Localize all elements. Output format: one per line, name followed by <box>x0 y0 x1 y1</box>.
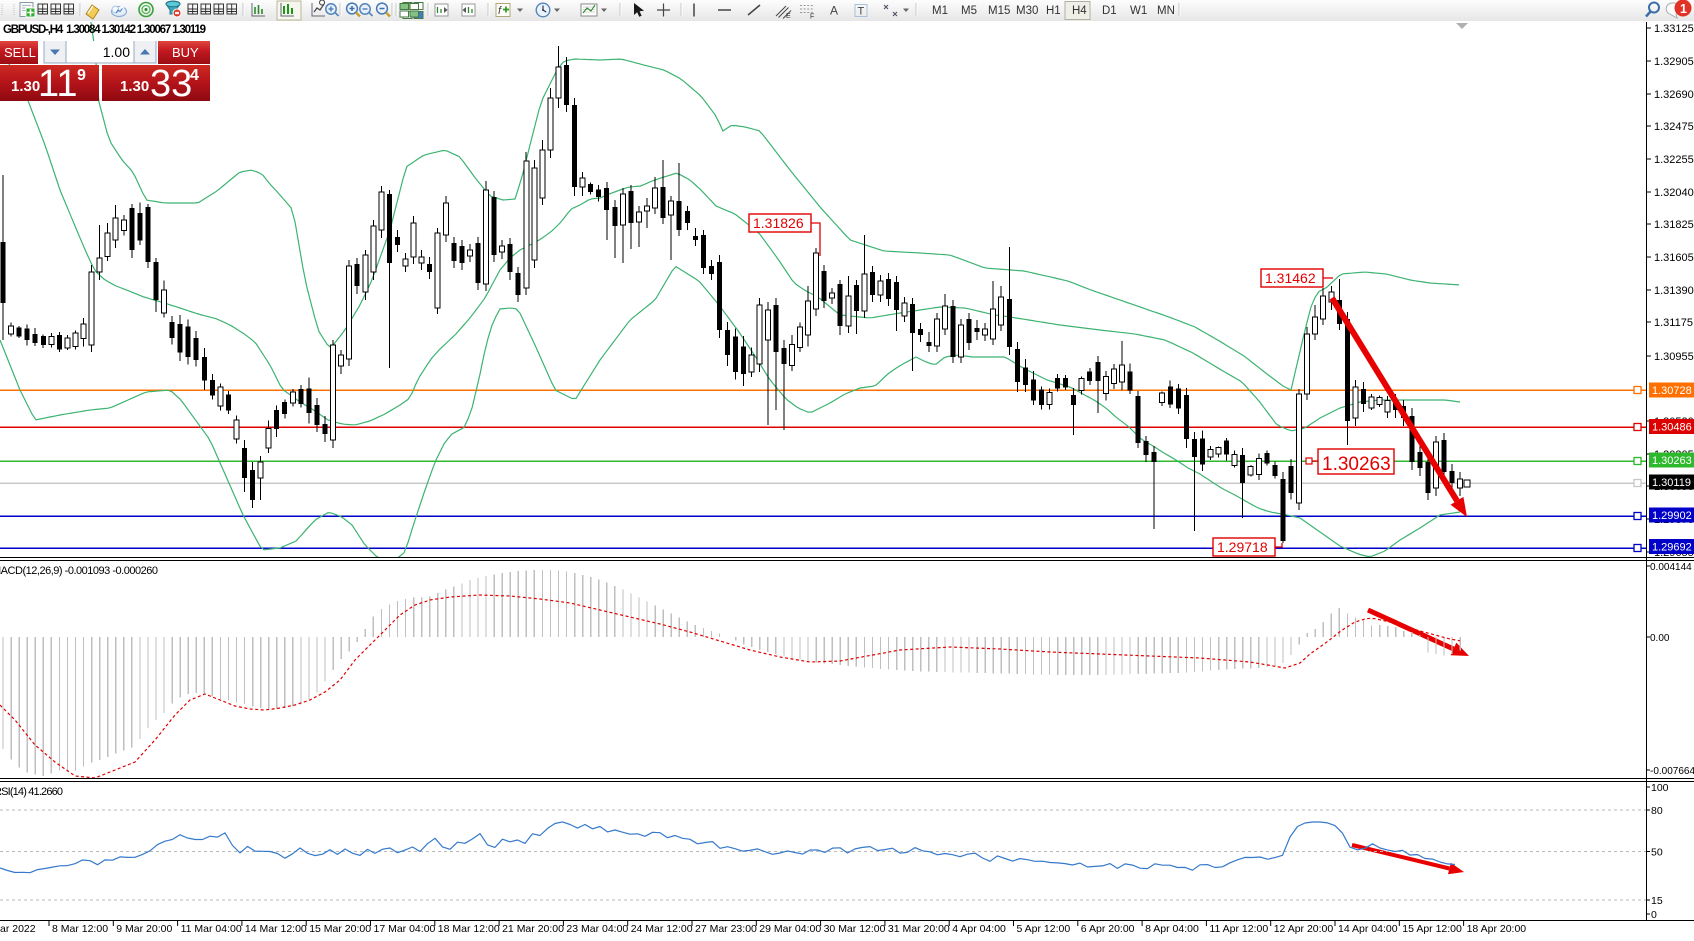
svg-text:-0.007664: -0.007664 <box>1650 766 1694 777</box>
svg-text:ar 2022: ar 2022 <box>0 923 36 935</box>
svg-text:14 Apr 04:00: 14 Apr 04:00 <box>1338 923 1398 935</box>
svg-text:M5: M5 <box>961 5 977 17</box>
svg-text:H4: H4 <box>1072 5 1087 17</box>
svg-text:4 Apr 04:00: 4 Apr 04:00 <box>952 923 1006 935</box>
svg-text:8 Apr 04:00: 8 Apr 04:00 <box>1145 923 1199 935</box>
svg-text:RSI(14) 41.2660: RSI(14) 41.2660 <box>0 786 63 798</box>
svg-text:31 Mar 20:00: 31 Mar 20:00 <box>888 923 950 935</box>
svg-text:1.32255: 1.32255 <box>1654 154 1694 166</box>
svg-text:H1: H1 <box>1046 5 1061 17</box>
svg-text:1.32475: 1.32475 <box>1654 121 1694 133</box>
svg-text:1.30728: 1.30728 <box>1652 385 1692 397</box>
svg-text:1.30486: 1.30486 <box>1652 422 1692 434</box>
svg-text:17 Mar 04:00: 17 Mar 04:00 <box>374 923 436 935</box>
svg-text:11 Apr 12:00: 11 Apr 12:00 <box>1209 923 1268 935</box>
svg-text:1.32690: 1.32690 <box>1654 89 1694 101</box>
svg-text:5 Apr 12:00: 5 Apr 12:00 <box>1017 923 1071 935</box>
svg-text:1.31826: 1.31826 <box>753 215 804 231</box>
svg-text:1.31462: 1.31462 <box>1265 270 1316 286</box>
svg-text:6 Apr 20:00: 6 Apr 20:00 <box>1081 923 1135 935</box>
svg-text:11 Mar 04:00: 11 Mar 04:00 <box>181 923 242 935</box>
svg-text:1.29718: 1.29718 <box>1217 539 1268 555</box>
svg-text:MACD(12,26,9) -0.001093 -0.000: MACD(12,26,9) -0.001093 -0.000260 <box>0 565 158 577</box>
svg-text:100: 100 <box>1651 782 1669 794</box>
svg-text:0: 0 <box>1651 909 1657 921</box>
svg-text:M1: M1 <box>932 5 948 17</box>
svg-text:80: 80 <box>1651 805 1663 817</box>
svg-text:1.30263: 1.30263 <box>1652 455 1692 467</box>
svg-text:0.00: 0.00 <box>1650 633 1670 644</box>
svg-text:24 Mar 12:00: 24 Mar 12:00 <box>631 923 693 935</box>
svg-text:50: 50 <box>1651 847 1663 859</box>
svg-text:GBPUSD-,H4 1.30084 1.30142 1.: GBPUSD-,H4 1.30084 1.30142 1.30067 1.301… <box>3 24 206 36</box>
svg-text:SELL: SELL <box>4 45 36 60</box>
svg-text:9: 9 <box>77 67 86 84</box>
svg-text:21 Mar 20:00: 21 Mar 20:00 <box>502 923 564 935</box>
svg-text:30 Mar 12:00: 30 Mar 12:00 <box>824 923 886 935</box>
svg-text:1.31825: 1.31825 <box>1654 219 1694 231</box>
svg-text:M15: M15 <box>988 5 1010 17</box>
svg-text:f: f <box>498 5 502 17</box>
svg-text:14 Mar 12:00: 14 Mar 12:00 <box>245 923 307 935</box>
svg-text:1.33125: 1.33125 <box>1654 23 1694 35</box>
svg-text:W1: W1 <box>1130 5 1147 17</box>
svg-text:4: 4 <box>190 67 199 84</box>
svg-text:1.30: 1.30 <box>11 78 40 95</box>
svg-text:0.004144: 0.004144 <box>1650 562 1692 573</box>
svg-text:15: 15 <box>1651 895 1663 907</box>
svg-text:1.31390: 1.31390 <box>1654 285 1694 297</box>
svg-text:1.30119: 1.30119 <box>1652 477 1691 489</box>
svg-text:11: 11 <box>38 63 77 101</box>
svg-text:BUY: BUY <box>172 45 199 60</box>
svg-text:E: E <box>786 13 791 20</box>
svg-text:M30: M30 <box>1016 5 1038 17</box>
svg-text:23 Mar 04:00: 23 Mar 04:00 <box>566 923 628 935</box>
svg-text:1.29692: 1.29692 <box>1652 542 1692 554</box>
svg-text:1.31605: 1.31605 <box>1654 252 1694 264</box>
svg-text:1.30: 1.30 <box>120 78 149 95</box>
svg-text:29 Mar 04:00: 29 Mar 04:00 <box>759 923 821 935</box>
svg-text:1.30955: 1.30955 <box>1654 351 1694 363</box>
svg-text:1: 1 <box>1680 2 1687 16</box>
svg-text:1.30263: 1.30263 <box>1322 454 1391 475</box>
svg-text:MN: MN <box>1157 5 1175 17</box>
svg-text:1.31175: 1.31175 <box>1654 317 1693 329</box>
svg-text:15 Apr 12:00: 15 Apr 12:00 <box>1402 923 1462 935</box>
svg-text:27 Mar 23:00: 27 Mar 23:00 <box>695 923 757 935</box>
svg-text:33: 33 <box>150 63 192 101</box>
svg-text:18 Apr 20:00: 18 Apr 20:00 <box>1467 923 1527 935</box>
svg-text:18 Mar 12:00: 18 Mar 12:00 <box>438 923 500 935</box>
svg-text:D1: D1 <box>1102 5 1117 17</box>
svg-text:15 Mar 20:00: 15 Mar 20:00 <box>309 923 371 935</box>
svg-text:1.32905: 1.32905 <box>1654 56 1694 68</box>
svg-text:1.00: 1.00 <box>103 44 130 60</box>
svg-text:8 Mar 12:00: 8 Mar 12:00 <box>52 923 108 935</box>
svg-text:T: T <box>858 6 865 18</box>
svg-text:F: F <box>810 14 814 21</box>
svg-text:12 Apr 20:00: 12 Apr 20:00 <box>1274 923 1334 935</box>
svg-text:1.29902: 1.29902 <box>1652 510 1692 522</box>
svg-text:1.32040: 1.32040 <box>1654 187 1694 199</box>
svg-text:9 Mar 20:00: 9 Mar 20:00 <box>116 923 172 935</box>
svg-text:A: A <box>830 4 838 18</box>
